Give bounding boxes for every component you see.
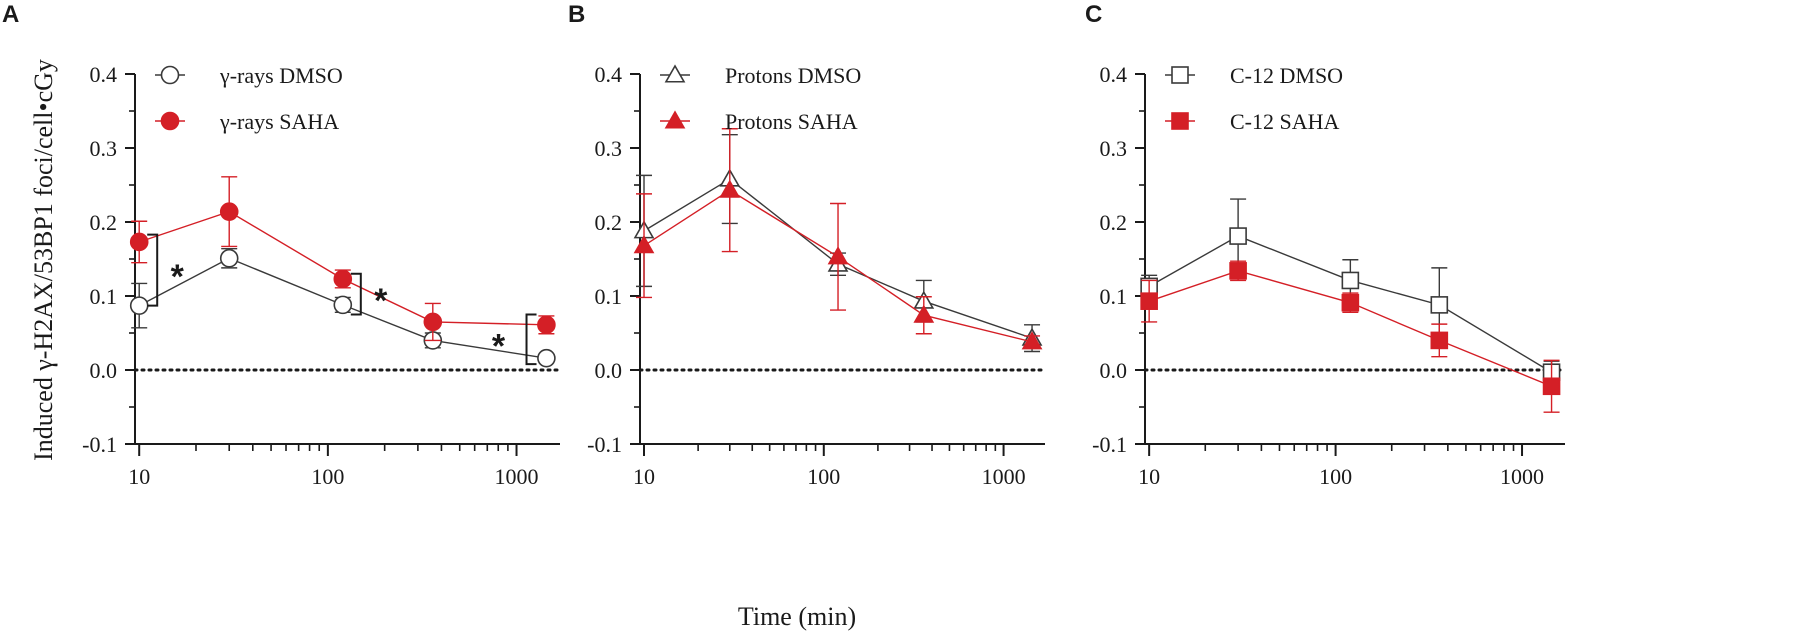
significance-bracket bbox=[350, 272, 362, 316]
legend-marker bbox=[160, 65, 180, 85]
y-tick-label: -0.1 bbox=[82, 432, 117, 457]
data-point bbox=[719, 179, 741, 198]
series-saha bbox=[129, 176, 556, 342]
significance-annotation: * bbox=[350, 272, 388, 320]
panel-letter: B bbox=[568, 1, 585, 28]
y-tick-label: 0.3 bbox=[595, 136, 623, 161]
legend-entry: C-12 SAHA bbox=[1165, 109, 1340, 134]
significance-bracket bbox=[525, 313, 537, 366]
data-point bbox=[1430, 296, 1449, 314]
data-point bbox=[219, 202, 239, 221]
significance-star: * bbox=[374, 282, 388, 320]
legend-entry: Protons DMSO bbox=[660, 63, 861, 88]
legend-marker bbox=[160, 111, 180, 131]
x-tick-label: 10 bbox=[1138, 464, 1160, 489]
data-point bbox=[219, 248, 239, 268]
x-tick-label: 10 bbox=[633, 464, 655, 489]
data-point bbox=[1229, 227, 1247, 245]
significance-annotation: * bbox=[492, 313, 537, 366]
legend-label: Protons DMSO bbox=[725, 63, 861, 88]
panel-letter: C bbox=[1085, 1, 1102, 28]
data-point bbox=[827, 246, 849, 265]
panel-letter: A bbox=[2, 1, 19, 28]
x-tick-label: 1000 bbox=[1500, 464, 1544, 489]
data-point bbox=[1229, 262, 1247, 280]
legend-label: γ-rays DMSO bbox=[219, 63, 343, 88]
panel-b: B 0.4 0.3 0.2 0.1 0.0 -0.1 10 100 1000 Protons DMS… bbox=[568, 1, 1047, 489]
x-tick-label: 100 bbox=[807, 464, 840, 489]
x-tick-label: 10 bbox=[128, 464, 150, 489]
significance-bracket bbox=[147, 233, 159, 307]
y-tick-label: 0.2 bbox=[1100, 210, 1128, 235]
data-point bbox=[537, 348, 556, 368]
y-tick-label: 0.4 bbox=[90, 62, 118, 87]
legend-entry: C-12 DMSO bbox=[1165, 63, 1343, 88]
legend-label: Protons SAHA bbox=[725, 109, 858, 134]
y-tick-label: 0.3 bbox=[1100, 136, 1128, 161]
y-tick-label: 0.4 bbox=[595, 62, 623, 87]
y-tick-label: 0.3 bbox=[90, 136, 118, 161]
y-tick-label: -0.1 bbox=[587, 432, 622, 457]
series-saha bbox=[1140, 260, 1561, 413]
y-tick-label: 0.1 bbox=[1100, 284, 1128, 309]
data-point bbox=[1140, 292, 1158, 310]
y-tick-label: 0.1 bbox=[90, 284, 118, 309]
x-tick-label: 1000 bbox=[495, 464, 539, 489]
legend-entry: γ-rays DMSO bbox=[155, 63, 343, 88]
data-point bbox=[1341, 293, 1360, 312]
y-tick-label: 0.4 bbox=[1100, 62, 1128, 87]
legend-marker bbox=[1171, 66, 1189, 84]
y-tick-label: 0.2 bbox=[595, 210, 623, 235]
legend-label: γ-rays SAHA bbox=[219, 109, 339, 134]
y-tick-label: 0.0 bbox=[90, 358, 118, 383]
panel-a: A 0.4 0.3 0.2 0.1 0.0 -0.1 10 100 1000 γ-rays DMSO… bbox=[2, 1, 562, 489]
data-point bbox=[913, 304, 935, 323]
data-point bbox=[333, 269, 353, 289]
y-tick-label: 0.2 bbox=[90, 210, 118, 235]
y-tick-label: 0.0 bbox=[1100, 358, 1128, 383]
legend-entry: Protons SAHA bbox=[660, 109, 858, 134]
panel-c: C 0.4 0.3 0.2 0.1 0.0 -0.1 10 100 1000 C-12 DMSO C-… bbox=[1085, 1, 1567, 489]
legend-label: C-12 SAHA bbox=[1230, 109, 1340, 134]
x-tick-label: 100 bbox=[1319, 464, 1352, 489]
significance-star: * bbox=[171, 258, 185, 296]
data-point bbox=[423, 312, 443, 332]
y-tick-label: 0.0 bbox=[595, 358, 623, 383]
x-tick-label: 100 bbox=[311, 464, 344, 489]
data-point bbox=[129, 232, 149, 252]
data-point bbox=[333, 295, 353, 315]
legend-marker bbox=[664, 64, 686, 83]
legend-entry: γ-rays SAHA bbox=[155, 109, 339, 134]
series-saha bbox=[633, 128, 1043, 350]
significance-star: * bbox=[492, 327, 506, 365]
data-point bbox=[633, 235, 655, 254]
data-point bbox=[1430, 331, 1449, 350]
data-point bbox=[537, 315, 556, 335]
significance-annotation: * bbox=[147, 233, 185, 307]
data-point bbox=[1542, 377, 1561, 396]
y-tick-label: -0.1 bbox=[1092, 432, 1127, 457]
x-tick-label: 1000 bbox=[982, 464, 1026, 489]
data-point bbox=[129, 296, 149, 315]
y-axis-title: Induced γ-H2AX/53BP1 foci/cell•cGy bbox=[29, 59, 58, 461]
legend-label: C-12 DMSO bbox=[1230, 63, 1343, 88]
legend-marker bbox=[1171, 112, 1189, 130]
series-dmso bbox=[1140, 198, 1561, 385]
data-point bbox=[1341, 271, 1360, 290]
x-axis-title: Time (min) bbox=[738, 602, 856, 631]
legend-marker bbox=[664, 110, 686, 129]
data-point bbox=[1021, 331, 1043, 350]
y-tick-label: 0.1 bbox=[595, 284, 623, 309]
